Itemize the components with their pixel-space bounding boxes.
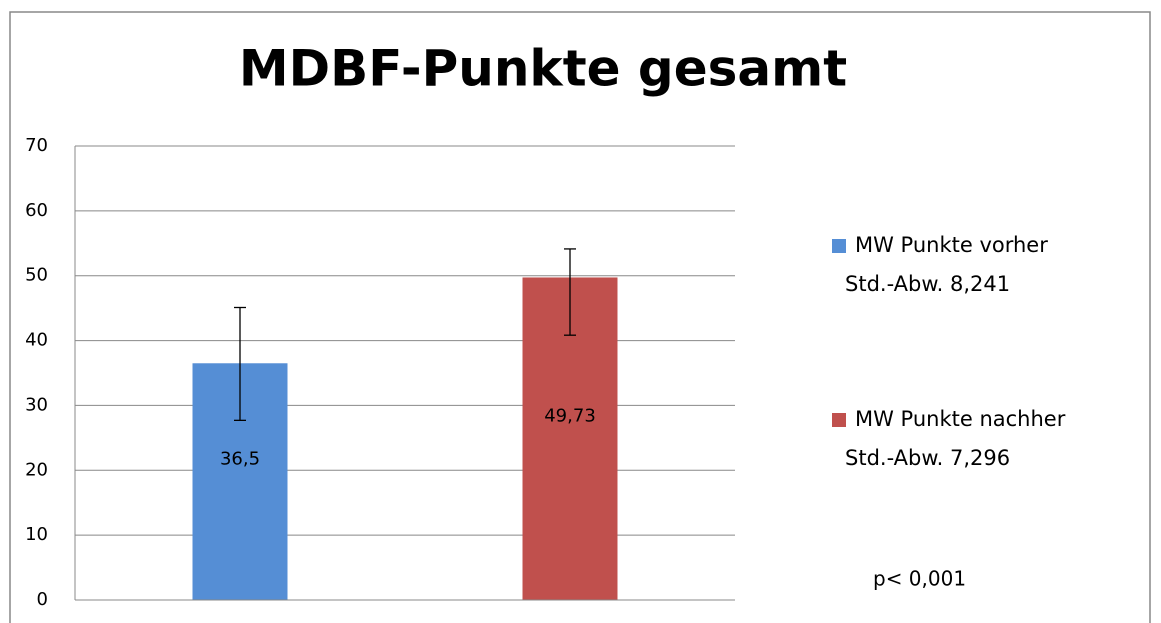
legend-label: MW Punkte vorher [855, 233, 1048, 257]
y-tick-label: 70 [25, 135, 48, 156]
legend-swatch [832, 413, 846, 427]
y-tick-label: 0 [37, 589, 48, 610]
data-label: 36,5 [220, 449, 260, 470]
annotation: p< 0,001 [873, 567, 966, 591]
y-tick-label: 40 [25, 330, 48, 351]
chart-title: MDBF-Punkte gesamt [239, 40, 847, 98]
legend-std: Std.-Abw. 7,296 [845, 446, 1010, 470]
y-tick-label: 10 [25, 524, 48, 545]
y-tick-label: 50 [25, 265, 48, 286]
y-tick-label: 20 [25, 459, 48, 480]
legend-swatch [832, 239, 846, 253]
data-label: 49,73 [544, 406, 596, 427]
y-tick-label: 30 [25, 394, 48, 415]
legend-std: Std.-Abw. 8,241 [845, 272, 1010, 296]
y-tick-label: 60 [25, 200, 48, 221]
legend-label: MW Punkte nachher [855, 407, 1066, 431]
